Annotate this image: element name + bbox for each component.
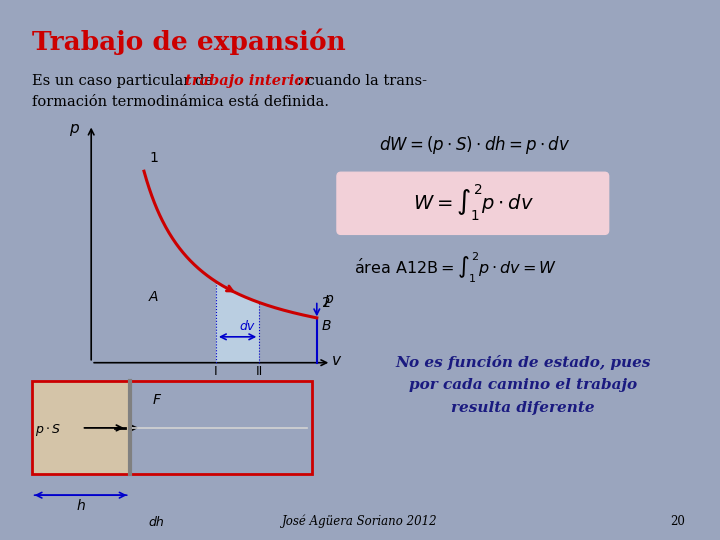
Text: dh: dh bbox=[148, 516, 164, 529]
Text: h: h bbox=[76, 498, 85, 512]
Text: trabajo interior: trabajo interior bbox=[185, 74, 312, 88]
Text: $p \cdot S$: $p \cdot S$ bbox=[35, 422, 61, 438]
Text: v: v bbox=[331, 353, 341, 368]
Text: F: F bbox=[153, 393, 161, 407]
FancyBboxPatch shape bbox=[337, 172, 608, 234]
Text: $W = \int_1^2 p \cdot dv$: $W = \int_1^2 p \cdot dv$ bbox=[413, 183, 534, 224]
Text: p: p bbox=[69, 121, 78, 136]
Text: Trabajo de expansión: Trabajo de expansión bbox=[32, 29, 346, 55]
Text: I: I bbox=[214, 365, 218, 378]
Text: Es un caso particular de: Es un caso particular de bbox=[32, 74, 217, 88]
Text: 1: 1 bbox=[150, 151, 158, 165]
Text: José Agüera Soriano 2012: José Agüera Soriano 2012 bbox=[282, 514, 438, 528]
Bar bbox=[32, 381, 130, 475]
Text: $\mathrm{\acute{a}rea\ A12B} = \int_1^2 p \cdot dv = W$: $\mathrm{\acute{a}rea\ A12B} = \int_1^2 … bbox=[354, 250, 557, 285]
Text: formación termodinámica está definida.: formación termodinámica está definida. bbox=[32, 95, 328, 109]
Text: por cada camino el trabajo: por cada camino el trabajo bbox=[409, 379, 637, 393]
Text: 2: 2 bbox=[322, 296, 330, 309]
Text: B: B bbox=[322, 319, 331, 333]
Text: : cuando la trans-: : cuando la trans- bbox=[297, 74, 427, 88]
Text: A: A bbox=[149, 289, 158, 303]
Text: dv: dv bbox=[240, 320, 255, 333]
Text: resulta diferente: resulta diferente bbox=[451, 401, 595, 415]
Polygon shape bbox=[216, 282, 259, 363]
Bar bbox=[32, 381, 312, 475]
Text: p: p bbox=[325, 292, 333, 306]
Text: 20: 20 bbox=[670, 515, 685, 528]
Text: II: II bbox=[256, 365, 263, 378]
Text: No es función de estado, pues: No es función de estado, pues bbox=[395, 355, 651, 370]
Text: $dW = (p \cdot S) \cdot dh = p \cdot dv$: $dW = (p \cdot S) \cdot dh = p \cdot dv$ bbox=[379, 134, 571, 157]
